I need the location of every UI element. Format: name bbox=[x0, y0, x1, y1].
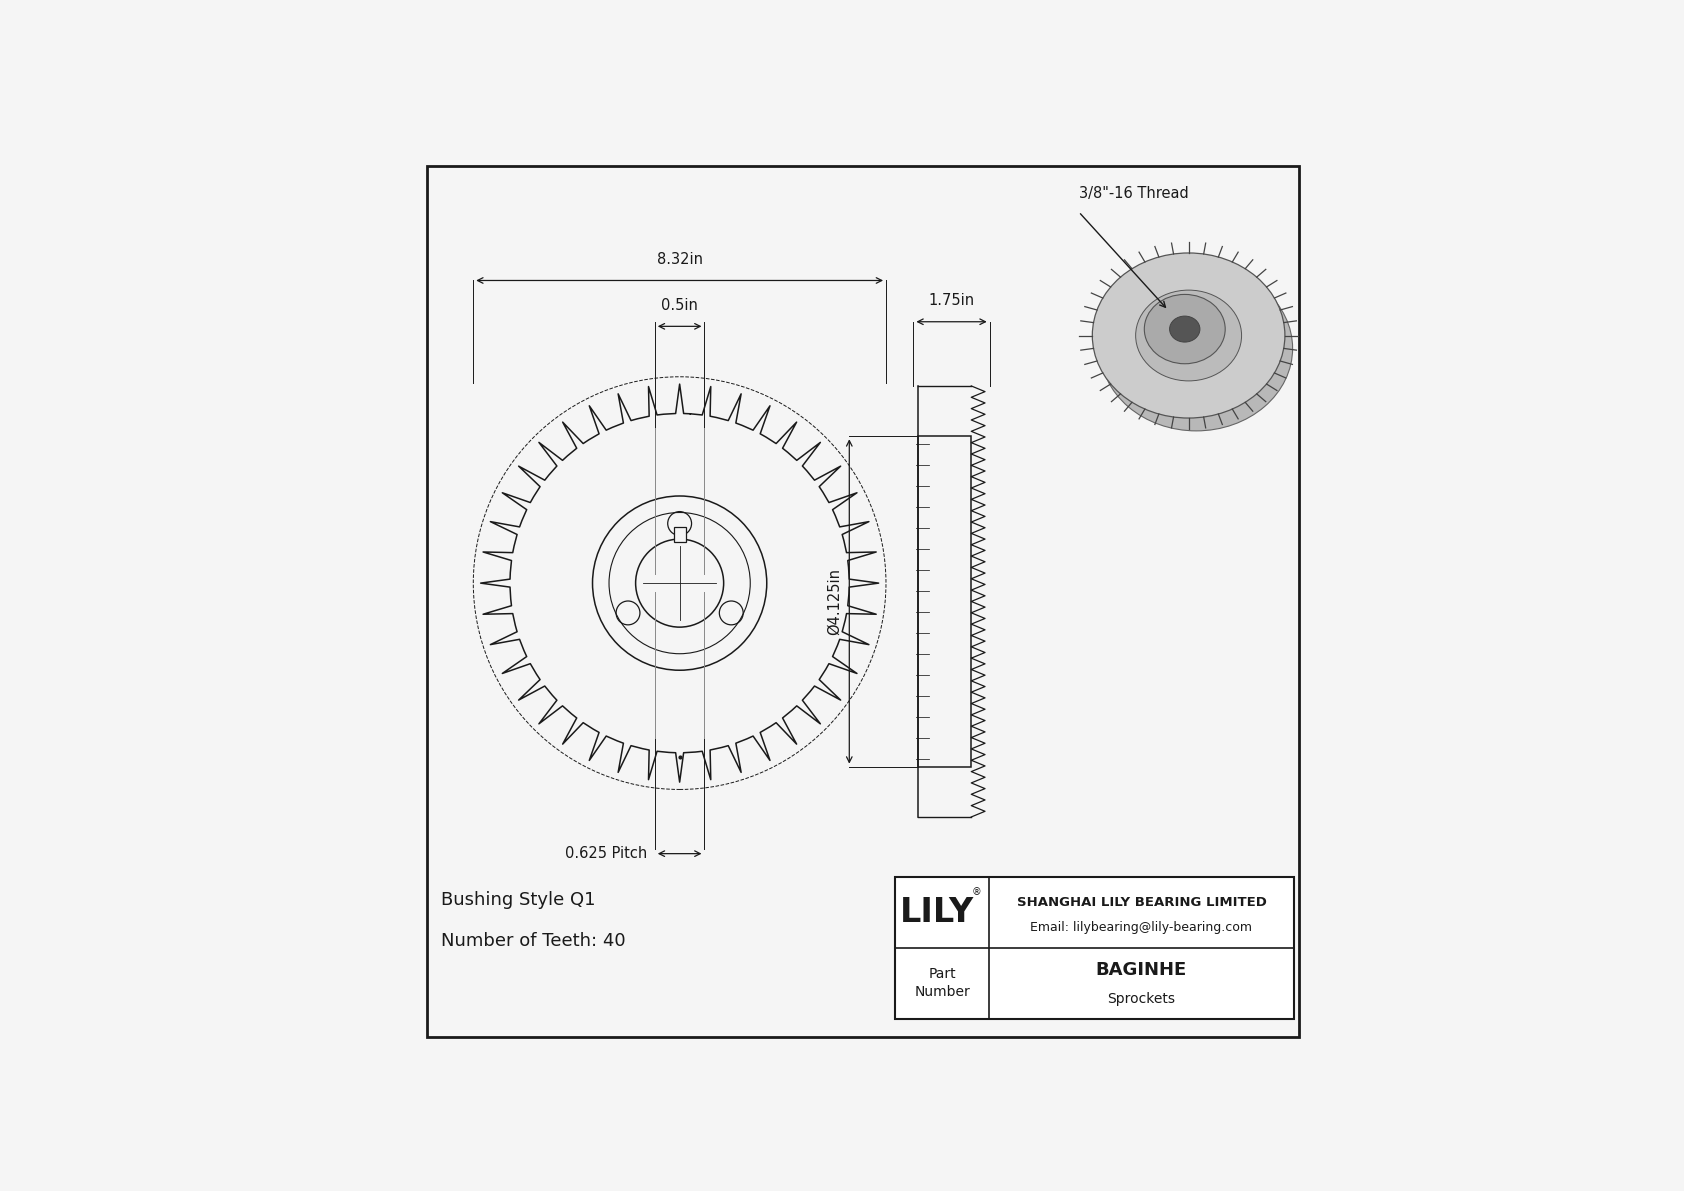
Text: 0.625 Pitch: 0.625 Pitch bbox=[566, 846, 648, 861]
Ellipse shape bbox=[1100, 266, 1293, 431]
Text: 3/8"-16 Thread: 3/8"-16 Thread bbox=[1078, 186, 1189, 201]
Ellipse shape bbox=[1170, 316, 1201, 342]
Text: Email: lilybearing@lily-bearing.com: Email: lilybearing@lily-bearing.com bbox=[1031, 922, 1253, 934]
Text: Ø4.125in: Ø4.125in bbox=[827, 568, 842, 635]
Text: BAGINHE: BAGINHE bbox=[1096, 961, 1187, 979]
Text: 1.75in: 1.75in bbox=[928, 293, 975, 308]
Text: 8.32in: 8.32in bbox=[657, 251, 702, 267]
Text: LILY: LILY bbox=[901, 896, 975, 929]
Text: 0.5in: 0.5in bbox=[662, 298, 699, 312]
Text: SHANGHAI LILY BEARING LIMITED: SHANGHAI LILY BEARING LIMITED bbox=[1017, 896, 1266, 909]
Text: Number of Teeth: 40: Number of Teeth: 40 bbox=[441, 931, 626, 949]
Ellipse shape bbox=[1135, 291, 1241, 381]
Bar bbox=[674, 528, 685, 542]
Text: Part
Number: Part Number bbox=[914, 967, 970, 999]
Text: ®: ® bbox=[972, 887, 982, 897]
Text: Sprockets: Sprockets bbox=[1108, 992, 1175, 1006]
Text: Bushing Style Q1: Bushing Style Q1 bbox=[441, 891, 596, 909]
Bar bbox=[918, 436, 972, 767]
Bar bbox=[896, 877, 1293, 1018]
Ellipse shape bbox=[1093, 252, 1285, 418]
Ellipse shape bbox=[1145, 294, 1226, 363]
